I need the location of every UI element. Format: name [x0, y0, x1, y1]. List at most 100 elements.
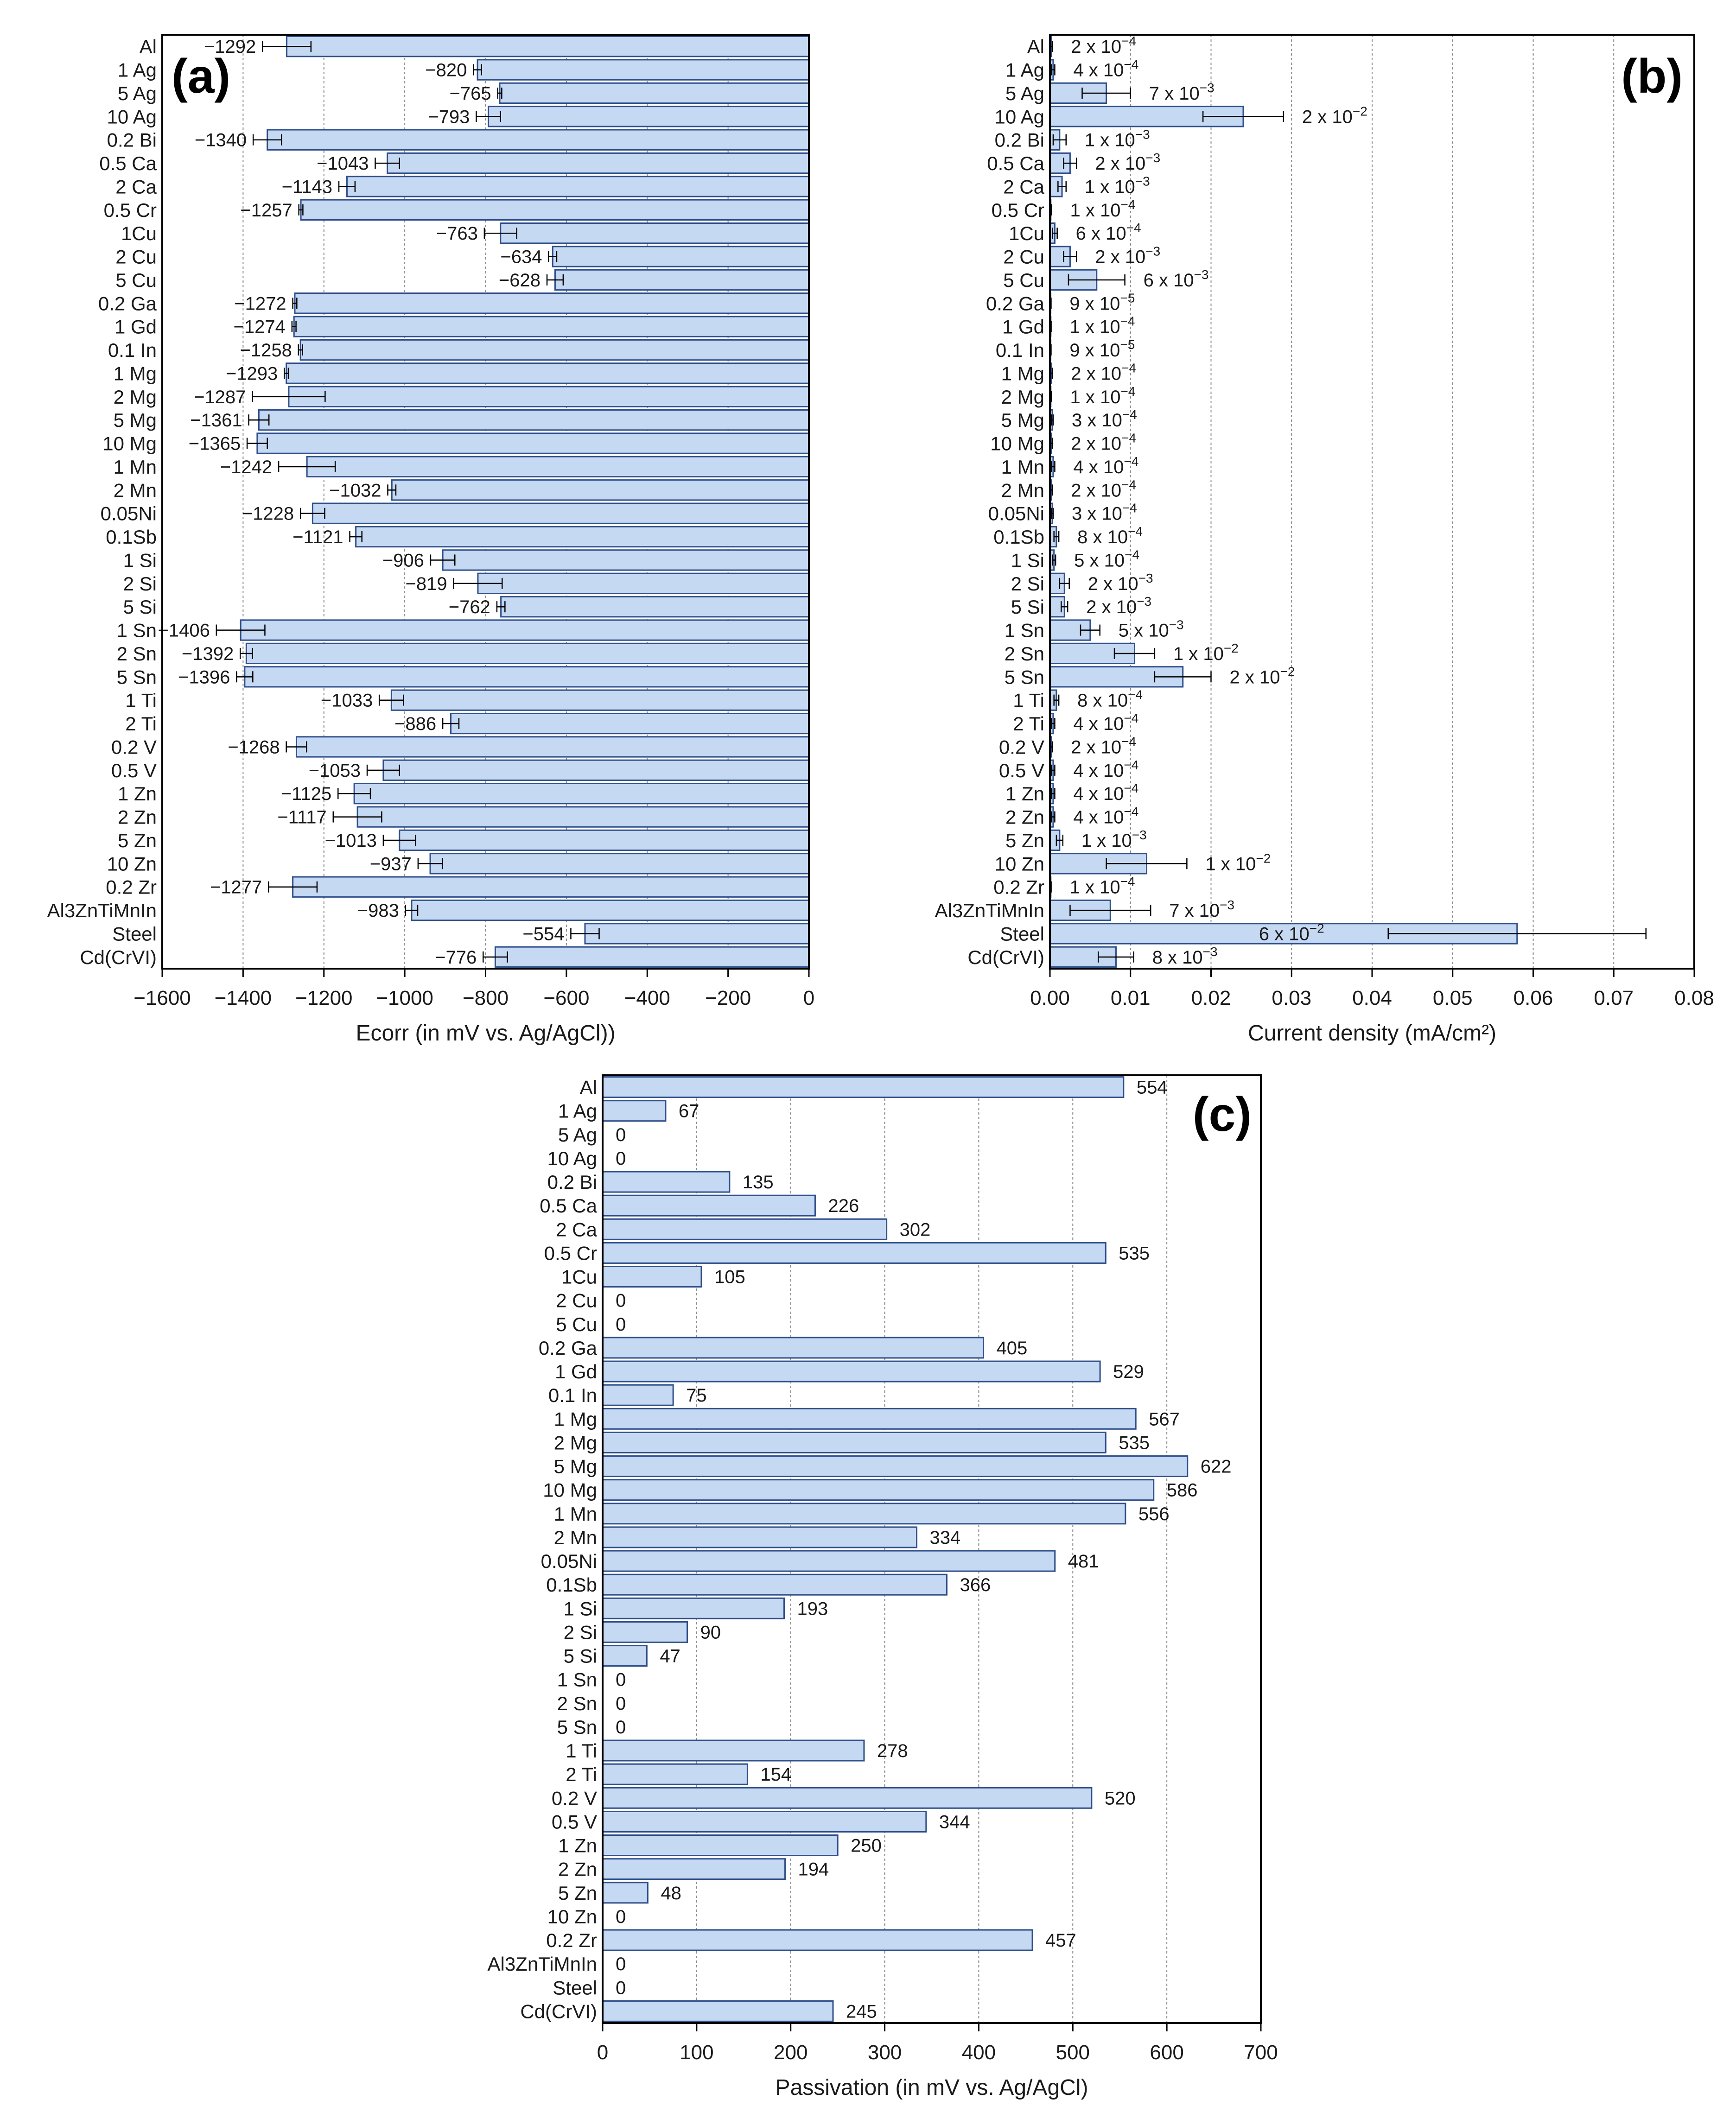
bar-1-zn — [353, 783, 810, 805]
x-tick-label: 0 — [803, 987, 814, 1009]
category-label: 0.5 Ca — [987, 152, 1044, 174]
data-label: −1340 — [195, 130, 247, 151]
data-label: 4 x 10−4 — [1073, 711, 1138, 734]
data-label: 48 — [661, 1883, 681, 1903]
data-label: 2 x 10−3 — [1086, 594, 1151, 617]
bar-0.5-v — [382, 759, 810, 781]
data-label: 4 x 10−4 — [1073, 781, 1138, 804]
data-label: −554 — [522, 924, 564, 944]
data-label: 302 — [900, 1219, 931, 1240]
data-label: 1 x 10−3 — [1085, 127, 1150, 151]
data-label: −1121 — [293, 527, 343, 547]
data-label: 2 x 10−2 — [1302, 104, 1367, 127]
data-label: 4 x 10−4 — [1073, 454, 1138, 477]
bar-0.5-cr — [602, 1242, 1106, 1264]
category-label: 5 Si — [564, 1645, 597, 1667]
category-label: 1Cu — [1009, 222, 1044, 244]
panel-label: (c) — [1193, 1088, 1252, 1142]
category-label: 2 Mn — [114, 479, 157, 501]
x-tick-label: 100 — [680, 2041, 713, 2064]
bar-2-sn — [245, 642, 810, 665]
category-label: 1Cu — [561, 1266, 597, 1288]
data-label: 194 — [798, 1859, 829, 1880]
x-tick-label: −400 — [624, 987, 670, 1009]
data-label: 586 — [1167, 1480, 1198, 1501]
category-label: 0.5 V — [111, 760, 157, 781]
category-label: 1 Ag — [558, 1100, 597, 1122]
label-mantissa: 4 x 10 — [1073, 60, 1124, 81]
bar-1-ag — [602, 1100, 667, 1122]
bar-5-cu — [554, 269, 810, 291]
data-label: −1277 — [210, 877, 262, 898]
x-tick-label: −1400 — [215, 987, 272, 1009]
data-label: 520 — [1105, 1788, 1136, 1808]
data-label: −1365 — [189, 434, 241, 454]
category-label: 10 Ag — [107, 106, 157, 127]
category-label: 1 Ag — [118, 59, 157, 81]
label-exponent: −2 — [1310, 921, 1324, 935]
data-label: 4 x 10−4 — [1073, 57, 1138, 81]
category-label: 1 Zn — [1005, 783, 1044, 805]
category-label: 2 Si — [1011, 573, 1044, 595]
data-label: −1032 — [329, 480, 381, 501]
data-label: −1268 — [228, 737, 280, 757]
data-label: 554 — [1137, 1078, 1168, 1098]
data-label: −1125 — [281, 784, 331, 804]
label-exponent: −4 — [1125, 547, 1139, 562]
data-label: 567 — [1149, 1409, 1180, 1429]
data-label: 2 x 10−4 — [1071, 34, 1136, 57]
category-label: 1 Gd — [114, 316, 157, 338]
data-label: −1043 — [317, 153, 369, 174]
category-label: 2 Cu — [115, 246, 157, 268]
bar-2-mn — [602, 1526, 918, 1548]
bar-1-ag — [477, 59, 810, 81]
data-label: −765 — [450, 83, 491, 104]
label-exponent: −4 — [1120, 314, 1135, 329]
label-exponent: −3 — [1200, 81, 1215, 95]
category-label: 5 Zn — [118, 830, 157, 851]
bar-cd(crvi) — [494, 946, 810, 968]
data-label: 535 — [1119, 1243, 1150, 1263]
category-label: Cd(CrVI) — [520, 2000, 597, 2022]
data-label: −1033 — [321, 691, 373, 711]
data-label: −762 — [449, 597, 490, 617]
category-label: 1 Ti — [1013, 690, 1044, 711]
category-label: Al3ZnTiMnIn — [935, 900, 1044, 921]
data-label: 7 x 10−3 — [1149, 81, 1215, 104]
category-label: 0.5 Ca — [540, 1195, 597, 1217]
bar-0.1sb — [602, 1573, 947, 1596]
category-label: 0.2 Ga — [98, 292, 157, 314]
data-label: 334 — [930, 1528, 961, 1548]
data-label: 2 x 10−3 — [1095, 244, 1160, 267]
data-label: 6 x 10−2 — [1259, 921, 1324, 944]
data-label: 8 x 10−3 — [1152, 945, 1218, 968]
label-mantissa: 2 x 10 — [1095, 247, 1145, 267]
category-label: 0.1Sb — [993, 526, 1044, 548]
label-exponent: −4 — [1121, 34, 1136, 48]
category-label: 2 Mn — [1001, 479, 1044, 501]
category-label: 1 Mn — [114, 456, 157, 478]
x-tick-label: −600 — [543, 987, 589, 1009]
category-label: 2 Ca — [115, 176, 157, 197]
category-label: Cd(CrVI) — [80, 946, 157, 968]
data-label: 1 x 10−3 — [1085, 174, 1150, 197]
bar-2-si — [602, 1621, 688, 1643]
label-exponent: −4 — [1122, 407, 1137, 422]
category-label: 0.05Ni — [988, 503, 1044, 525]
bar-0.2-v — [602, 1787, 1093, 1809]
label-mantissa: 1 x 10 — [1070, 200, 1120, 221]
bar-0.5-ca — [602, 1194, 816, 1217]
data-label: 481 — [1068, 1551, 1099, 1572]
data-label: −763 — [436, 223, 478, 244]
x-tick-label: 0.03 — [1272, 987, 1311, 1009]
bar-5-sn — [244, 666, 810, 688]
x-axis-label: Current density (mA/cm²) — [1248, 1021, 1496, 1046]
label-exponent: −4 — [1124, 758, 1138, 772]
category-label: 5 Zn — [558, 1882, 597, 1904]
x-tick-label: 0.00 — [1030, 987, 1070, 1009]
category-label: 2 Ca — [1003, 176, 1044, 197]
x-tick-label: −200 — [705, 987, 751, 1009]
data-label: 9 x 10−5 — [1069, 337, 1135, 361]
data-label: 1 x 10−2 — [1205, 851, 1271, 874]
bar-1cu — [500, 222, 810, 244]
